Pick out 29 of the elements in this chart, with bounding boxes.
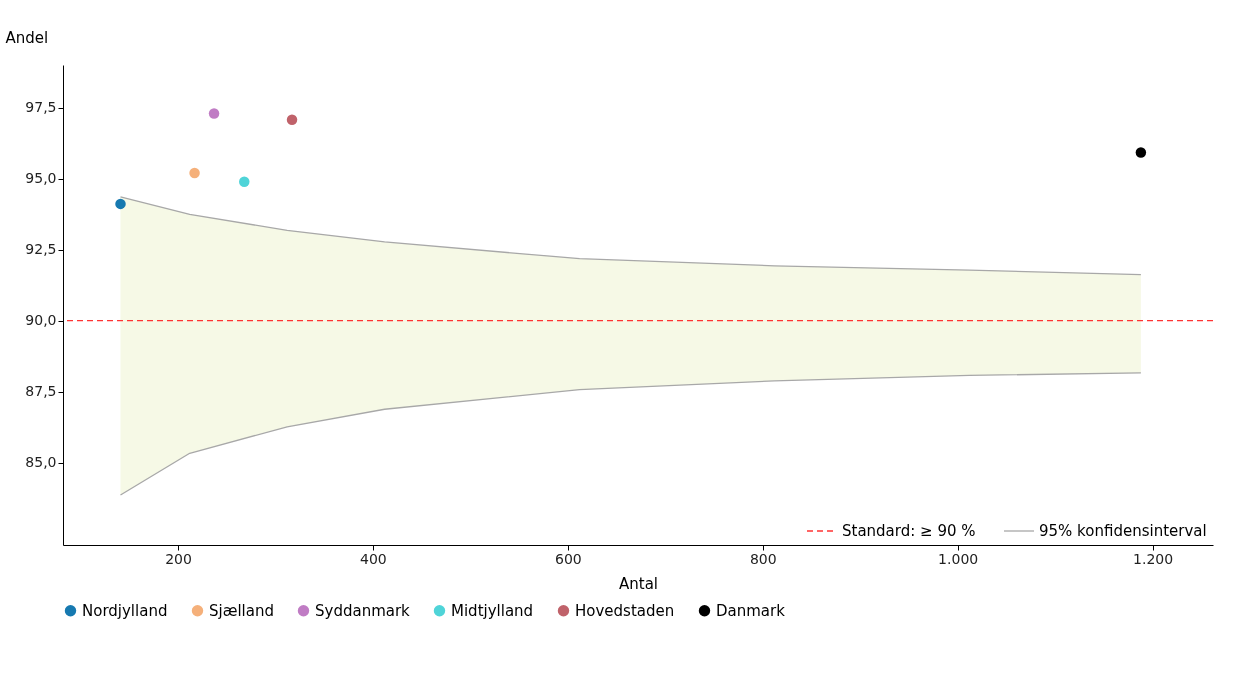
y-axis-title: Andel (5, 28, 49, 47)
x-tick-label: 200 (165, 550, 192, 567)
legend-label: Nordjylland (82, 601, 168, 620)
legend-label: Standard: ≥ 90 % (842, 522, 976, 540)
legend-label: Midtjylland (451, 601, 534, 620)
y-tick-label: 92,5 (25, 241, 57, 258)
legend-label: Sjælland (209, 601, 274, 620)
y-tick-label: 90,0 (25, 312, 57, 329)
point (208, 108, 220, 119)
point (115, 198, 126, 210)
line-series (119, 372, 1142, 496)
x-tick-label: 800 (749, 550, 777, 567)
x-tick-label: 1.200 (1133, 550, 1174, 567)
x-tick-label: 600 (554, 550, 582, 567)
point (1135, 147, 1147, 158)
point (239, 176, 250, 187)
point (189, 167, 200, 179)
y-tick-label: 87,5 (25, 383, 57, 400)
legend-label: Hovedstaden (575, 601, 675, 620)
legend-label: 95% konfidensinterval (1039, 522, 1207, 540)
legend-label: Syddanmark (315, 601, 411, 620)
y-tick-label: 95,0 (25, 170, 57, 187)
y-tick-label: 97,5 (25, 99, 57, 116)
point (286, 114, 298, 126)
x-axis-title: Antal (618, 574, 659, 593)
x-tick-label: 400 (360, 550, 387, 567)
x-tick-label: 1.000 (938, 550, 979, 567)
legend-label: Danmark (716, 601, 786, 620)
y-tick-label: 85,0 (25, 454, 57, 471)
